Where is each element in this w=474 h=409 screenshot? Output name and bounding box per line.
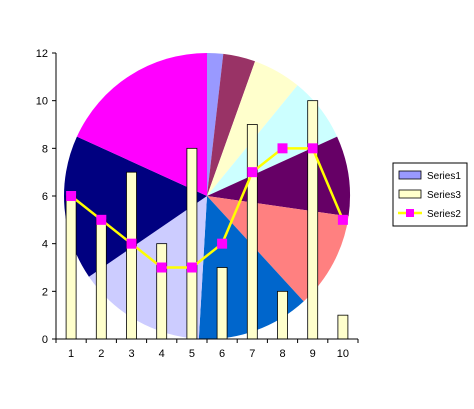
x-tick-label: 9 — [310, 348, 316, 360]
x-tick-label: 2 — [98, 348, 104, 360]
pie-slice-2 — [207, 53, 256, 197]
y-tick-label: 6 — [42, 191, 48, 203]
bar-series3-7 — [246, 124, 258, 340]
marker-series2-8 — [277, 143, 288, 154]
x-tick-label: 8 — [279, 348, 285, 360]
y-tick-label: 4 — [42, 239, 48, 251]
x-tick-label: 3 — [128, 348, 134, 360]
bar-series3-6 — [216, 267, 228, 340]
x-tick-label: 5 — [189, 348, 195, 360]
x-tick-label: 6 — [219, 348, 225, 360]
bar-series3-8 — [277, 290, 288, 340]
y-tick-label: 0 — [42, 334, 48, 346]
bars-series3 — [65, 100, 349, 340]
line-series2 — [66, 143, 348, 273]
marker-series2-4 — [156, 262, 167, 273]
marker-series2-1 — [66, 191, 77, 201]
bar-series3-5 — [186, 147, 198, 340]
pie-slice-8 — [88, 196, 207, 339]
marker-series2-6 — [217, 238, 228, 249]
y-tick-label: 12 — [36, 48, 48, 60]
legend-label-Series1: Series1 — [427, 171, 461, 182]
legend: Series1 Series3 Series2 — [392, 162, 468, 227]
marker-series2-10 — [337, 214, 348, 225]
x-tick-label: 7 — [249, 348, 255, 360]
bar-series3-9 — [307, 100, 319, 340]
marker-series2-3 — [126, 238, 137, 249]
bar-series3-10 — [337, 314, 349, 340]
marker-series2-2 — [96, 214, 107, 225]
bar-series3-1 — [65, 195, 77, 340]
legend-label-Series3: Series3 — [427, 190, 461, 201]
bar-series3-2 — [95, 219, 107, 340]
marker-series2-9 — [307, 143, 318, 154]
marker-series2-5 — [186, 262, 197, 273]
legend-swatch-Series3 — [398, 189, 422, 199]
bar-series3-4 — [156, 243, 168, 340]
legend-marker-Series2 — [406, 209, 414, 217]
bar-series3-3 — [126, 171, 137, 340]
pie-slice-10 — [76, 52, 207, 196]
x-tick-label: 4 — [159, 348, 165, 360]
legend-swatch-Series1 — [398, 170, 422, 180]
pie-slice-1 — [207, 53, 224, 196]
y-tick-label: 2 — [42, 286, 48, 298]
x-tick-label: 1 — [68, 348, 74, 360]
pie-series1 — [63, 52, 350, 340]
y-tick-label: 10 — [36, 96, 48, 108]
line-series2 — [70, 147, 345, 269]
legend-label-Series2: Series2 — [427, 209, 461, 220]
marker-series2-7 — [247, 167, 258, 178]
x-tick-label: 10 — [337, 348, 349, 360]
y-tick-label: 8 — [42, 143, 48, 155]
pie-slice-4 — [207, 85, 338, 196]
